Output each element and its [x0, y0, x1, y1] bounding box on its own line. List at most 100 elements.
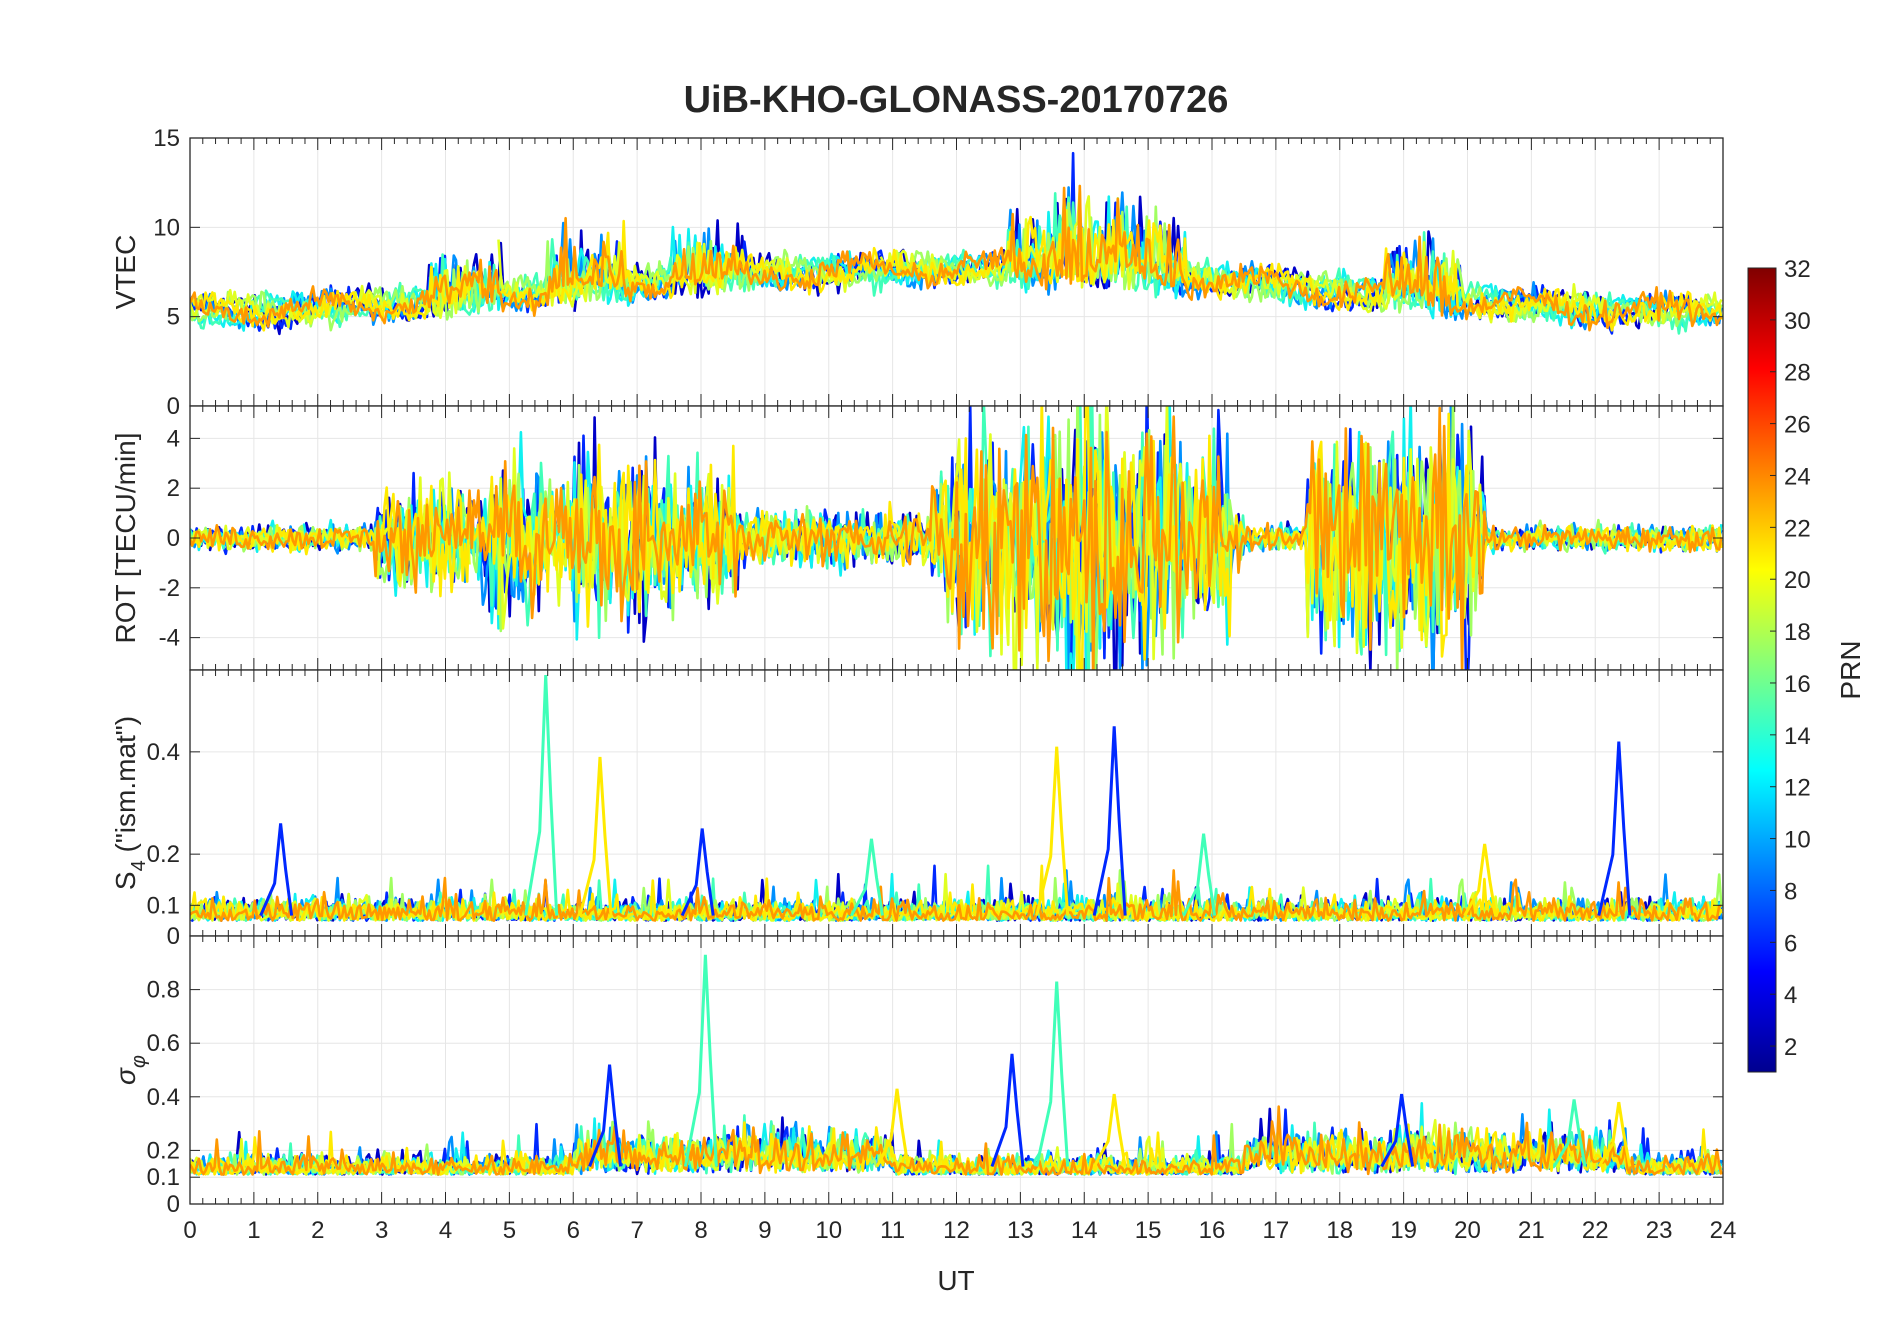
- peak-mark: [1597, 741, 1632, 916]
- colorbar-tick-label: 14: [1784, 723, 1811, 750]
- peak-mark: [850, 838, 884, 917]
- colorbar-tick-label: 2: [1784, 1034, 1797, 1061]
- y-axis-label-sub: φ: [128, 1055, 150, 1068]
- colorbar-label: PRN: [1835, 640, 1866, 699]
- series-group: [190, 675, 1723, 922]
- y-tick-label: 0.1: [147, 1164, 180, 1191]
- series-group: [190, 954, 1723, 1176]
- peak-mark: [1463, 843, 1498, 917]
- y-tick-label: -2: [159, 575, 180, 602]
- y-axis-label-main: S: [110, 871, 141, 890]
- x-tick-label: 4: [439, 1217, 452, 1244]
- colorbar-tick-label: 30: [1784, 308, 1811, 335]
- x-tick-label: 3: [375, 1217, 388, 1244]
- x-tick-label: 14: [1071, 1217, 1098, 1244]
- x-tick-label: 23: [1646, 1217, 1673, 1244]
- series-line-prn-23: [190, 184, 1723, 332]
- y-tick-label: 0.8: [147, 977, 180, 1004]
- x-tick-label: 7: [630, 1217, 643, 1244]
- y-tick-label: 0.6: [147, 1030, 180, 1057]
- colorbar-tick-label: 12: [1784, 775, 1811, 802]
- x-tick-label: 9: [758, 1217, 771, 1244]
- y-tick-label: 0.1: [147, 892, 180, 919]
- peak-mark: [1182, 833, 1217, 917]
- x-axis-label: UT: [937, 1265, 974, 1296]
- peak-mark: [1092, 1093, 1127, 1168]
- x-tick-label: 11: [880, 1217, 905, 1244]
- x-tick-label: 13: [1007, 1217, 1034, 1244]
- colorbar-tick-label: 32: [1784, 256, 1811, 283]
- colorbar-tick-label: 8: [1784, 878, 1797, 905]
- x-tick-label: 10: [815, 1217, 842, 1244]
- y-tick-label: 0: [167, 393, 180, 420]
- x-tick-label: 21: [1518, 1217, 1545, 1244]
- peak-mark: [1092, 726, 1127, 916]
- y-tick-label: 0: [167, 525, 180, 552]
- peak-mark: [259, 823, 294, 917]
- chart-title: UiB-KHO-GLONASS-20170726: [684, 79, 1229, 121]
- x-tick-label: 6: [567, 1217, 580, 1244]
- y-axis-label: VTEC: [110, 235, 141, 310]
- x-tick-label: 18: [1326, 1217, 1353, 1244]
- panel-2: 00.10.20.4S4 ("ism.mat"): [110, 669, 1724, 950]
- series-line-prn-23: [190, 406, 1723, 670]
- y-tick-label: 0: [167, 923, 180, 950]
- colorbar-tick-label: 6: [1784, 930, 1797, 957]
- y-tick-label: -4: [159, 625, 180, 652]
- x-tick-label: 1: [247, 1217, 260, 1244]
- colorbar-gradient: [1747, 267, 1777, 1073]
- peak-mark: [1380, 1093, 1415, 1168]
- y-axis-label-main: σ: [110, 1067, 141, 1085]
- y-axis-label-rest: ("ism.mat"): [110, 716, 141, 860]
- peak-mark: [683, 954, 718, 1167]
- x-tick-label: 19: [1390, 1217, 1417, 1244]
- peak-mark: [524, 675, 559, 916]
- x-tick-label: 16: [1199, 1217, 1226, 1244]
- x-tick-label: 20: [1454, 1217, 1481, 1244]
- y-axis-label: S4 ("ism.mat"): [110, 716, 150, 890]
- series-line-prn-20: [190, 864, 1723, 922]
- colorbar-tick-label: 4: [1784, 982, 1797, 1009]
- y-tick-label: 5: [167, 304, 180, 331]
- x-tick-label: 5: [503, 1217, 516, 1244]
- y-tick-label: 4: [167, 425, 180, 452]
- y-axis-label-sub: 4: [128, 860, 150, 871]
- peak-mark: [680, 828, 715, 917]
- y-tick-label: 0.2: [147, 841, 180, 868]
- y-tick-label: 0.4: [147, 1084, 180, 1111]
- panel-0: 0 5 10 15 VTEC: [110, 125, 1724, 420]
- series-group: [190, 406, 1723, 670]
- peak-mark: [875, 1088, 910, 1168]
- y-tick-label: 2: [167, 475, 180, 502]
- peak-mark: [1552, 1099, 1587, 1168]
- colorbar-tick-label: 20: [1784, 567, 1811, 594]
- peak-mark: [578, 756, 613, 916]
- peak-mark: [588, 1064, 623, 1168]
- colorbar-tick-label: 16: [1784, 671, 1811, 698]
- colorbar-tick-label: 18: [1784, 619, 1811, 646]
- x-tick-label: 24: [1710, 1217, 1737, 1244]
- y-tick-label: 0.2: [147, 1137, 180, 1164]
- peak-mark: [1597, 1101, 1632, 1168]
- y-axis-label: σφ: [110, 1055, 150, 1085]
- y-tick-label: 10: [153, 214, 180, 241]
- y-tick-label: 0.4: [147, 739, 180, 766]
- colorbar-tick-label: 22: [1784, 515, 1811, 542]
- x-tick-label: 17: [1263, 1217, 1290, 1244]
- x-tick-label: 22: [1582, 1217, 1609, 1244]
- colorbar-tick-label: 28: [1784, 360, 1811, 387]
- colorbar-tick-label: 24: [1784, 463, 1811, 490]
- series-group: [190, 151, 1723, 336]
- y-tick-label: 15: [153, 125, 180, 152]
- peak-mark: [1035, 981, 1070, 1167]
- colorbar-tick-label: 10: [1784, 827, 1811, 854]
- x-tick-label: 2: [311, 1217, 324, 1244]
- x-tick-label: 15: [1135, 1217, 1162, 1244]
- panel-1: -4 -2 0 2 4 ROT [TECU/min]: [110, 405, 1724, 671]
- colorbar-tick-label: 26: [1784, 412, 1811, 439]
- x-tick-label: 12: [943, 1217, 970, 1244]
- x-tick-label: 8: [694, 1217, 707, 1244]
- x-tick-label: 0: [183, 1217, 196, 1244]
